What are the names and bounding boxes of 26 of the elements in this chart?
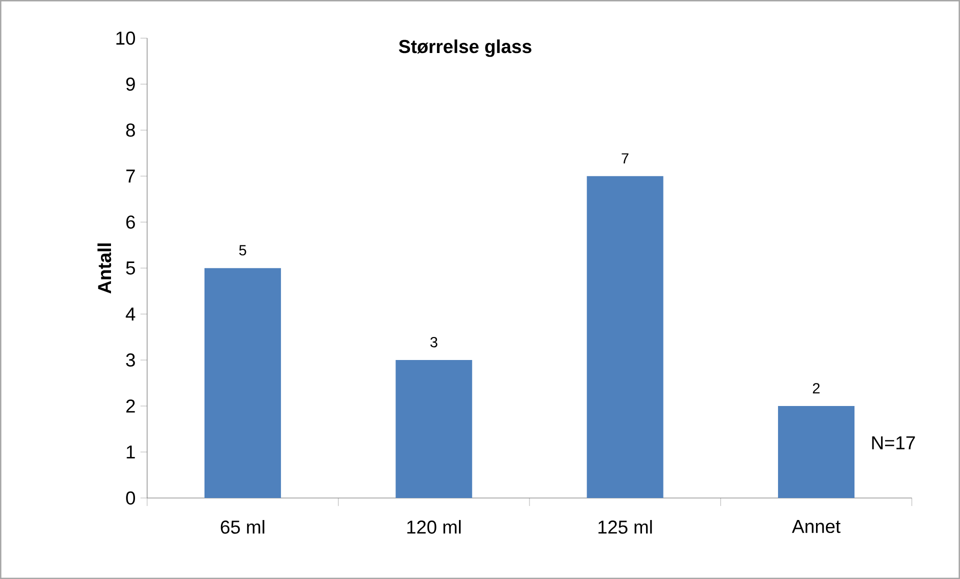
y-tick-label: 1 [126, 446, 135, 458]
y-tick-label: 10 [116, 31, 136, 45]
y-axis-title: Antall [97, 243, 112, 294]
y-tick-label: 4 [126, 308, 136, 320]
x-tick-label: Annet [792, 520, 841, 533]
bar [778, 406, 854, 498]
data-label: 7 [622, 153, 628, 164]
x-tick-label: 65 ml [220, 520, 264, 534]
bar [586, 176, 664, 498]
y-tick-label: 7 [126, 170, 135, 182]
bar [396, 360, 472, 498]
y-tick-label: 2 [126, 399, 135, 412]
y-tick-label: 3 [126, 353, 135, 367]
data-label: 5 [239, 245, 246, 256]
y-tick-label: 8 [126, 123, 135, 137]
chart-title: Størrelse glass [398, 39, 532, 57]
x-tick-label: 125 ml [598, 520, 652, 534]
data-label: 2 [812, 383, 820, 394]
y-tick-label: 6 [126, 215, 135, 229]
annotation: N=17 [872, 436, 915, 450]
y-tick-label: 0 [126, 491, 136, 505]
y-tick-label: 9 [126, 77, 135, 91]
data-label: 3 [430, 336, 438, 348]
y-tick-label: 5 [126, 262, 135, 275]
x-tick-label: 120 ml [407, 520, 461, 534]
bar [204, 268, 281, 498]
